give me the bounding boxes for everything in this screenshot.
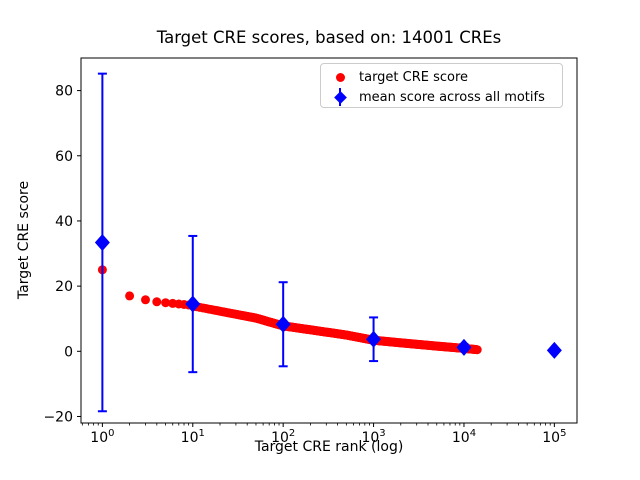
x-tick-label: 102 [271, 428, 295, 446]
x-axis: 100 101 102 103 104 105 [90, 423, 566, 446]
blue-diamond-errorbar-icon [321, 87, 359, 107]
target-score-point [161, 298, 171, 308]
x-tick-label: 103 [361, 428, 385, 446]
legend-label-target: target CRE score [359, 69, 469, 85]
mean-diamond-marker [185, 295, 201, 313]
mean-diamond-marker [94, 233, 110, 251]
target-score-point [152, 297, 162, 307]
x-tick-label: 100 [90, 428, 114, 446]
mean-diamond-marker [456, 338, 472, 356]
y-tick-label: 20 [55, 279, 73, 295]
mean-diamond-marker [366, 330, 382, 348]
mean-diamond-marker [546, 341, 562, 359]
target-score-series [97, 265, 482, 355]
chart-title: Target CRE scores, based on: 14001 CREs [156, 28, 502, 47]
target-score-point [472, 345, 482, 355]
mean-score-series [94, 72, 562, 413]
y-axis: −20 0 20 40 60 80 [43, 84, 81, 425]
y-tick-label: 60 [55, 149, 73, 165]
legend-row-mean: mean score across all motifs [321, 87, 562, 107]
x-axis-minor-ticks [81, 423, 551, 426]
x-tick-label: 105 [542, 428, 566, 446]
target-score-point [125, 291, 135, 301]
red-dot-icon [321, 67, 359, 87]
y-tick-label: 80 [55, 84, 73, 100]
legend-label-mean: mean score across all motifs [359, 89, 545, 105]
legend: target CRE score mean score across all m… [320, 63, 563, 108]
legend-row-target: target CRE score [321, 67, 562, 87]
target-score-point [141, 295, 150, 305]
y-tick-label: 40 [55, 214, 73, 230]
y-tick-label: 0 [64, 344, 73, 360]
x-tick-label: 104 [452, 428, 476, 446]
plot-frame [80, 57, 578, 424]
x-axis-label: Target CRE rank (log) [254, 439, 404, 455]
x-tick-label: 101 [181, 428, 205, 446]
mean-diamond-marker [275, 315, 291, 333]
y-axis-label: Target CRE score [16, 180, 32, 300]
y-tick-label: −20 [43, 409, 73, 425]
